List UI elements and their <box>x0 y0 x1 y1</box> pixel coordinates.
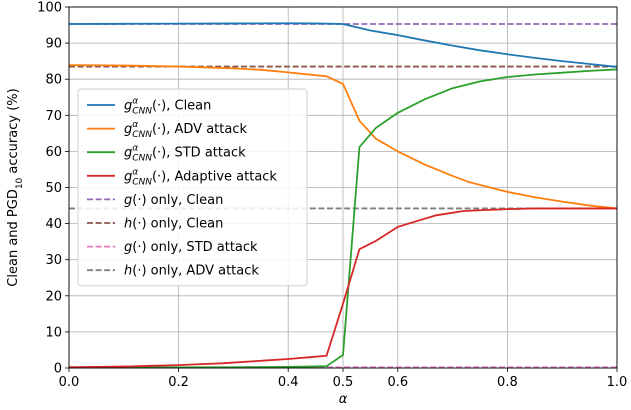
legend-label: g(·) only, STD attack <box>124 240 258 255</box>
y-tick-label: 0 <box>54 362 62 377</box>
axis-ticks: 0.0 0.2 0.4 0.5 0.6 0.8 1.0 0 10 20 30 40 50 60 70 80 90… <box>37 1 627 391</box>
y-tick-label: 100 <box>37 1 62 16</box>
y-tick-label: 10 <box>45 325 62 340</box>
legend-label: g(·) only, Clean <box>124 193 223 208</box>
y-tick-label: 90 <box>45 37 62 52</box>
x-axis-label: α <box>339 392 348 407</box>
y-tick-label: 70 <box>45 109 62 124</box>
series-line-2 <box>69 68 618 369</box>
y-tick-label: 50 <box>45 181 62 196</box>
legend: gα CNN(·), Clean gα CNN(·), ADV attack gα CNN… <box>77 88 308 287</box>
series-line-1 <box>68 64 618 210</box>
legend-box <box>77 88 308 287</box>
legend-label: gα CNN(·), Adaptive attack <box>124 167 277 187</box>
series-line-0 <box>68 22 618 68</box>
x-tick-label: 0.0 <box>59 375 80 390</box>
x-tick-label: 0.8 <box>497 375 518 390</box>
legend-label: h(·) only, Clean <box>124 217 223 232</box>
legend-label: gα CNN(·), Clean <box>124 97 211 117</box>
y-tick-label: 30 <box>45 253 62 268</box>
y-tick-label: 40 <box>45 217 62 232</box>
y-tick-label: 20 <box>45 289 62 304</box>
legend-label: h(·) only, ADV attack <box>124 264 259 279</box>
y-tick-label: 80 <box>45 73 62 88</box>
x-tick-label: 0.4 <box>278 375 299 390</box>
y-axis-label: Clean and PGD10 accuracy (%) <box>6 88 25 286</box>
legend-label: gα CNN(·), ADV attack <box>124 120 247 140</box>
series-line-3 <box>68 207 617 369</box>
x-tick-label: 0.5 <box>333 375 354 390</box>
x-tick-label: 0.6 <box>387 375 408 390</box>
x-tick-label: 0.2 <box>168 375 189 390</box>
x-tick-label: 1.0 <box>607 375 628 390</box>
y-tick-label: 60 <box>45 145 62 160</box>
legend-label: gα CNN(·), STD attack <box>124 144 246 164</box>
